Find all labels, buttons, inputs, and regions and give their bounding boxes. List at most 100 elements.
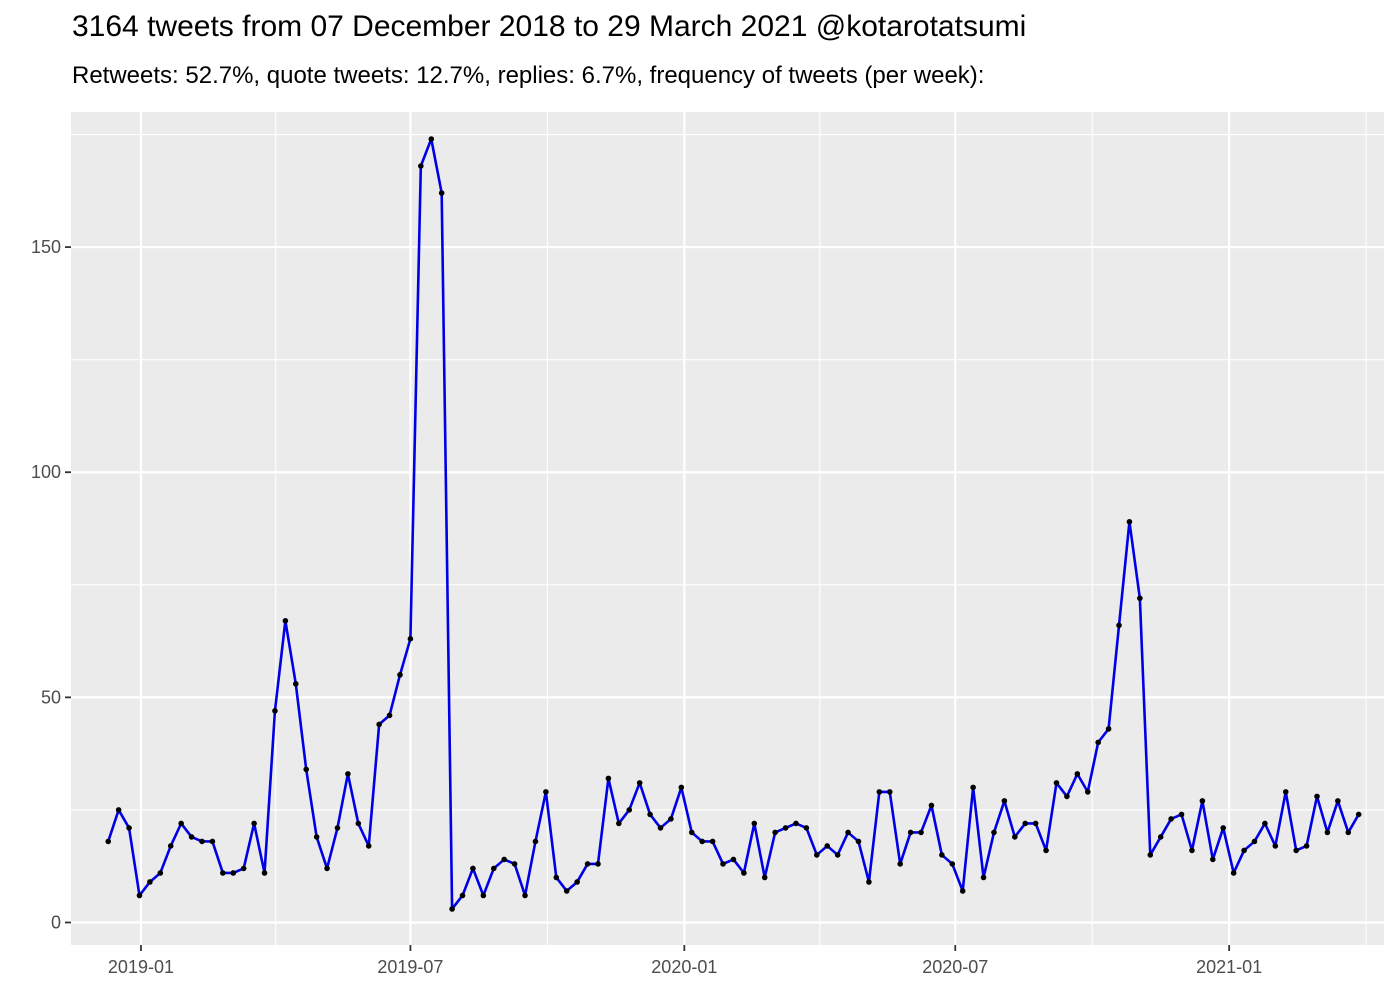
y-tick-label: 0 [51, 912, 61, 932]
data-point [1355, 811, 1362, 818]
x-tick-label: 2021-01 [1196, 957, 1262, 977]
data-point [511, 861, 518, 867]
data-point [866, 879, 872, 885]
data-point [1001, 798, 1008, 804]
data-point [1251, 838, 1258, 845]
data-point [626, 807, 633, 813]
data-point [970, 784, 976, 791]
plot-panel [71, 112, 1384, 945]
data-point [959, 888, 966, 894]
data-point [470, 865, 476, 872]
data-point [855, 838, 862, 845]
data-point [772, 829, 778, 836]
data-point [1012, 834, 1018, 840]
data-point [1199, 798, 1206, 804]
data-point [595, 861, 601, 867]
data-point [115, 807, 122, 813]
data-point [1064, 793, 1070, 800]
data-point [1043, 847, 1049, 854]
data-point [292, 681, 299, 687]
y-tick-label: 150 [31, 237, 61, 257]
data-point [199, 838, 205, 845]
data-point [303, 766, 310, 773]
data-point [730, 856, 737, 863]
x-tick-label: 2019-01 [108, 957, 174, 977]
data-point [751, 820, 758, 827]
data-point [1335, 798, 1341, 804]
data-point [522, 892, 528, 899]
data-point [1189, 847, 1195, 854]
data-point [574, 879, 580, 885]
data-point [1137, 595, 1143, 602]
data-point [1147, 852, 1154, 858]
data-point [136, 892, 143, 899]
data-point [324, 865, 330, 872]
data-point [1345, 829, 1352, 836]
data-point [365, 843, 372, 849]
data-point [178, 820, 184, 827]
data-point [355, 820, 362, 827]
data-point [501, 856, 508, 863]
data-point [220, 870, 226, 876]
data-point [313, 834, 320, 840]
data-point [480, 892, 487, 899]
data-point [782, 825, 789, 831]
series-line-group [105, 136, 1362, 912]
data-point [459, 892, 466, 899]
data-point [272, 708, 278, 714]
chart-title: 3164 tweets from 07 December 2018 to 29 … [72, 10, 1027, 43]
data-point [605, 775, 612, 782]
data-point [1293, 847, 1299, 854]
data-point [616, 820, 622, 827]
minor-gridlines [71, 112, 1384, 945]
data-point [240, 865, 247, 872]
data-point [845, 829, 851, 836]
data-point [1314, 793, 1320, 800]
data-point [949, 861, 956, 867]
data-point [490, 865, 497, 872]
data-point [1210, 856, 1216, 863]
data-point [438, 190, 445, 196]
data-point [334, 825, 341, 831]
data-point [803, 825, 810, 831]
data-point [1032, 820, 1039, 827]
data-point [418, 163, 424, 169]
data-point [1230, 870, 1237, 876]
data-point [876, 789, 883, 795]
data-point [741, 870, 747, 876]
data-point [105, 838, 112, 845]
data-point [1262, 820, 1268, 827]
data-point [678, 784, 685, 791]
data-point [386, 712, 393, 719]
data-point [1324, 829, 1331, 836]
data-point [657, 825, 664, 831]
data-point [1074, 771, 1081, 777]
data-point [1220, 825, 1227, 831]
data-point [1241, 847, 1247, 854]
data-point [1272, 843, 1279, 849]
data-point [1168, 816, 1174, 822]
data-point [449, 906, 455, 912]
data-point [230, 870, 237, 876]
data-point [1053, 780, 1060, 786]
data-point [532, 838, 539, 845]
data-point [688, 829, 695, 836]
data-point [157, 870, 164, 876]
data-point [553, 874, 560, 881]
data-point [980, 874, 987, 881]
data-point [1303, 843, 1310, 849]
data-point [543, 789, 549, 795]
y-tick-label: 100 [31, 462, 61, 482]
data-point [886, 789, 893, 795]
data-point [824, 843, 831, 849]
data-point [897, 861, 903, 867]
data-point [167, 843, 174, 849]
x-tick-label: 2019-07 [377, 957, 443, 977]
data-point [1157, 834, 1164, 840]
data-point [1126, 518, 1133, 525]
data-point [428, 136, 435, 142]
data-point [647, 811, 653, 818]
data-point [793, 820, 799, 827]
data-point [563, 888, 570, 894]
x-tick-label: 2020-07 [922, 957, 988, 977]
